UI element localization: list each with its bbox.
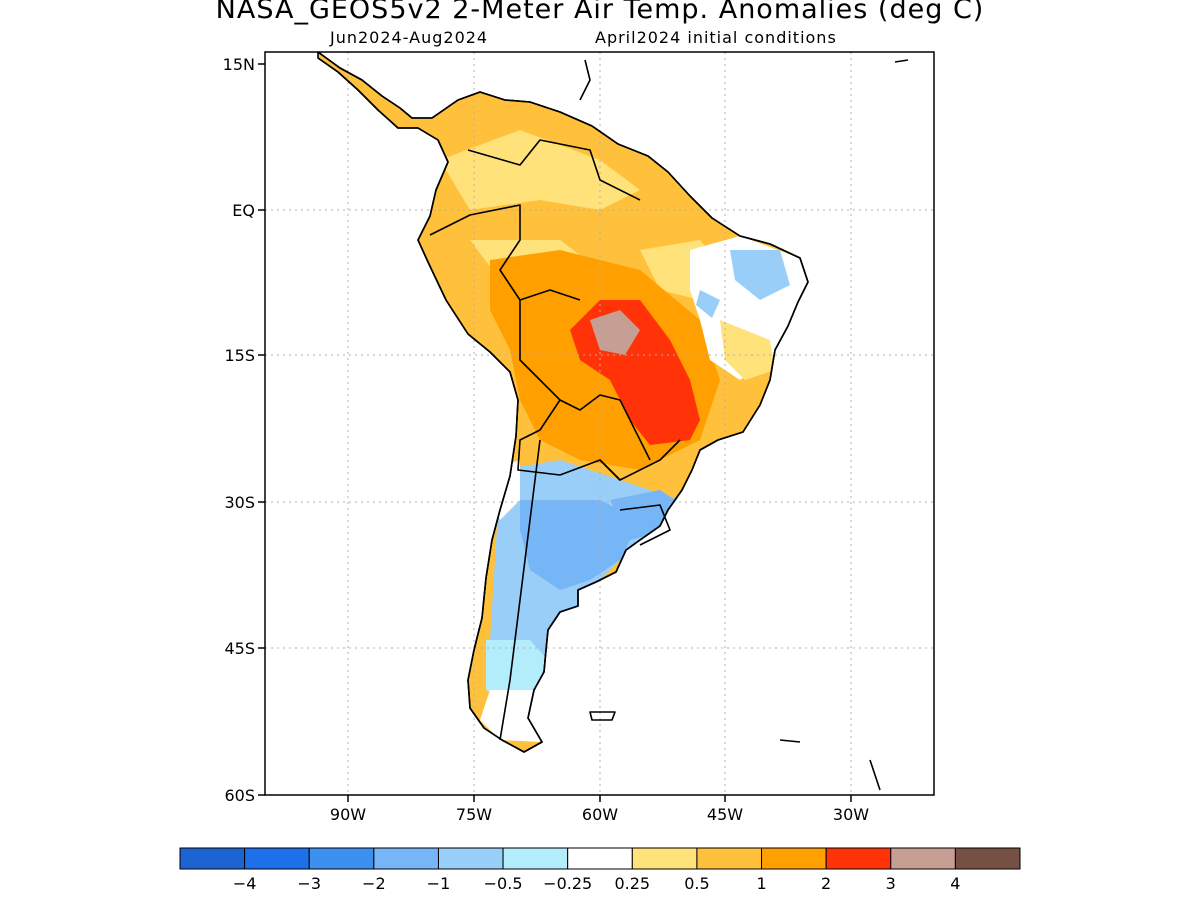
- map-title: NASA_GEOS5v2 2-Meter Air Temp. Anomalies…: [215, 0, 985, 25]
- lat-label: 60S: [224, 786, 255, 805]
- lat-label: 45S: [224, 639, 255, 658]
- colorbar-label: 0.25: [614, 874, 650, 893]
- colorbar-label: 2: [821, 874, 831, 893]
- colorbar-label: −3: [297, 874, 321, 893]
- colorbar-swatch: [825, 847, 892, 870]
- forecast-period: Jun2024-Aug2024: [330, 28, 489, 47]
- colorbar-label: 4: [950, 874, 960, 893]
- colorbar-label: 1: [756, 874, 766, 893]
- colorbar-label: −2: [362, 874, 386, 893]
- colorbar-label: −1: [427, 874, 451, 893]
- colorbar-swatch: [502, 847, 569, 870]
- colorbar-swatch: [437, 847, 504, 870]
- colorbar-swatch: [761, 847, 827, 870]
- lat-label: 30S: [224, 493, 255, 512]
- lon-label: 45W: [707, 805, 743, 824]
- coastlines: [317, 52, 909, 791]
- colorbar-swatch: [954, 847, 1021, 870]
- latitude-ticks: [258, 63, 852, 802]
- lat-label: 15N: [223, 55, 255, 74]
- lon-label: 30W: [833, 805, 869, 824]
- colorbar-swatch: [890, 847, 956, 870]
- colorbar-swatch: [696, 847, 763, 870]
- latitude-labels: 15N EQ 15S 30S 45S 60S: [223, 55, 255, 805]
- graticule: [265, 52, 934, 795]
- colorbar-swatch: [179, 847, 246, 870]
- longitude-labels: 90W 75W 60W 45W 30W: [330, 805, 869, 824]
- colorbar-label: −0.25: [543, 874, 592, 893]
- lat-label: 15S: [224, 346, 255, 365]
- colorbar-swatch: [244, 847, 310, 870]
- colorbar-label: 0.5: [684, 874, 709, 893]
- colorbar-swatch: [308, 847, 375, 870]
- colorbar-label: −4: [233, 874, 257, 893]
- colorbar: [179, 847, 1021, 870]
- colorbar-labels: −4 −3 −2 −1 −0.5 −0.25 0.25 0.5 1 2 3 4: [233, 874, 961, 893]
- lon-label: 60W: [582, 805, 618, 824]
- colorbar-swatch: [373, 847, 439, 870]
- lat-label: EQ: [232, 201, 255, 220]
- colorbar-swatch: [567, 847, 633, 870]
- initial-conditions: April2024 initial conditions: [595, 28, 837, 47]
- colorbar-swatch: [631, 847, 698, 870]
- lon-label: 75W: [456, 805, 492, 824]
- lon-label: 90W: [330, 805, 366, 824]
- colorbar-label: −0.5: [484, 874, 523, 893]
- colorbar-label: 3: [886, 874, 896, 893]
